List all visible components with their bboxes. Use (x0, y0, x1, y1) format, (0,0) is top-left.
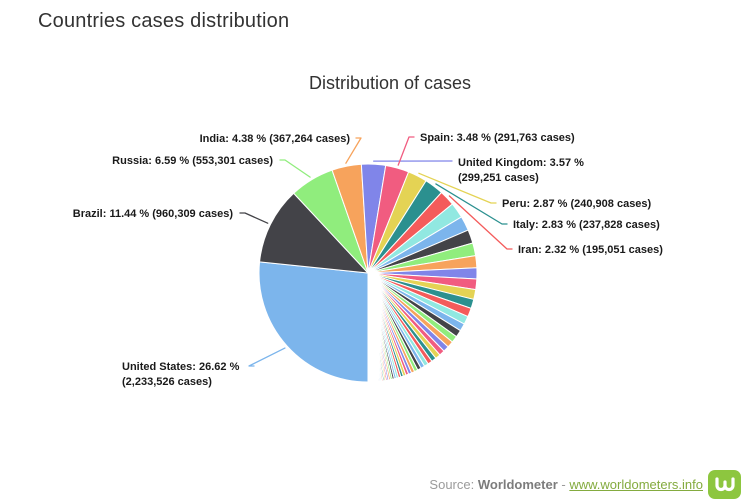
slice-label-iran: Iran: 2.32 % (195,051 cases) (518, 244, 663, 256)
slice-label-italy: Italy: 2.83 % (237,828 cases) (513, 219, 660, 231)
source-footer: Source: Worldometer - www.worldometers.i… (429, 470, 741, 499)
worldometer-logo-icon[interactable] (708, 470, 741, 499)
label-connector-united-states (248, 347, 286, 367)
slice-label-spain: Spain: 3.48 % (291,763 cases) (420, 132, 575, 144)
slice-label-russia: Russia: 6.59 % (553,301 cases) (112, 155, 273, 167)
slice-label-united-kingdom: United Kingdom: 3.57 % (299,251 cases) (458, 157, 584, 184)
label-connector-india (345, 137, 362, 164)
page-title: Countries cases distribution (38, 10, 290, 32)
source-name: Worldometer (477, 477, 558, 492)
label-connector-russia (279, 159, 311, 178)
source-label: Source: (429, 477, 478, 492)
label-connector-iran (448, 195, 513, 250)
pie-chart: United States: 26.62 % (2,233,526 cases) B… (73, 132, 663, 388)
label-connector-italy (435, 183, 508, 225)
slice-label-india: India: 4.38 % (367,264 cases) (200, 133, 351, 145)
label-connector-peru (418, 172, 497, 204)
pie-slice-united-states[interactable] (258, 261, 369, 383)
slice-label-united-states: United States: 26.62 % (2,233,526 cases) (122, 361, 240, 388)
slice-label-peru: Peru: 2.87 % (240,908 cases) (502, 198, 652, 210)
slice-label-brazil: Brazil: 11.44 % (960,309 cases) (73, 208, 234, 220)
worldometers-link[interactable]: www.worldometers.info (569, 477, 703, 492)
label-connector-brazil (239, 212, 269, 224)
label-connector-spain (397, 136, 415, 166)
chart-title: Distribution of cases (308, 73, 472, 93)
pie-slice-brazil[interactable] (259, 192, 369, 274)
source-separator: - (557, 477, 570, 492)
